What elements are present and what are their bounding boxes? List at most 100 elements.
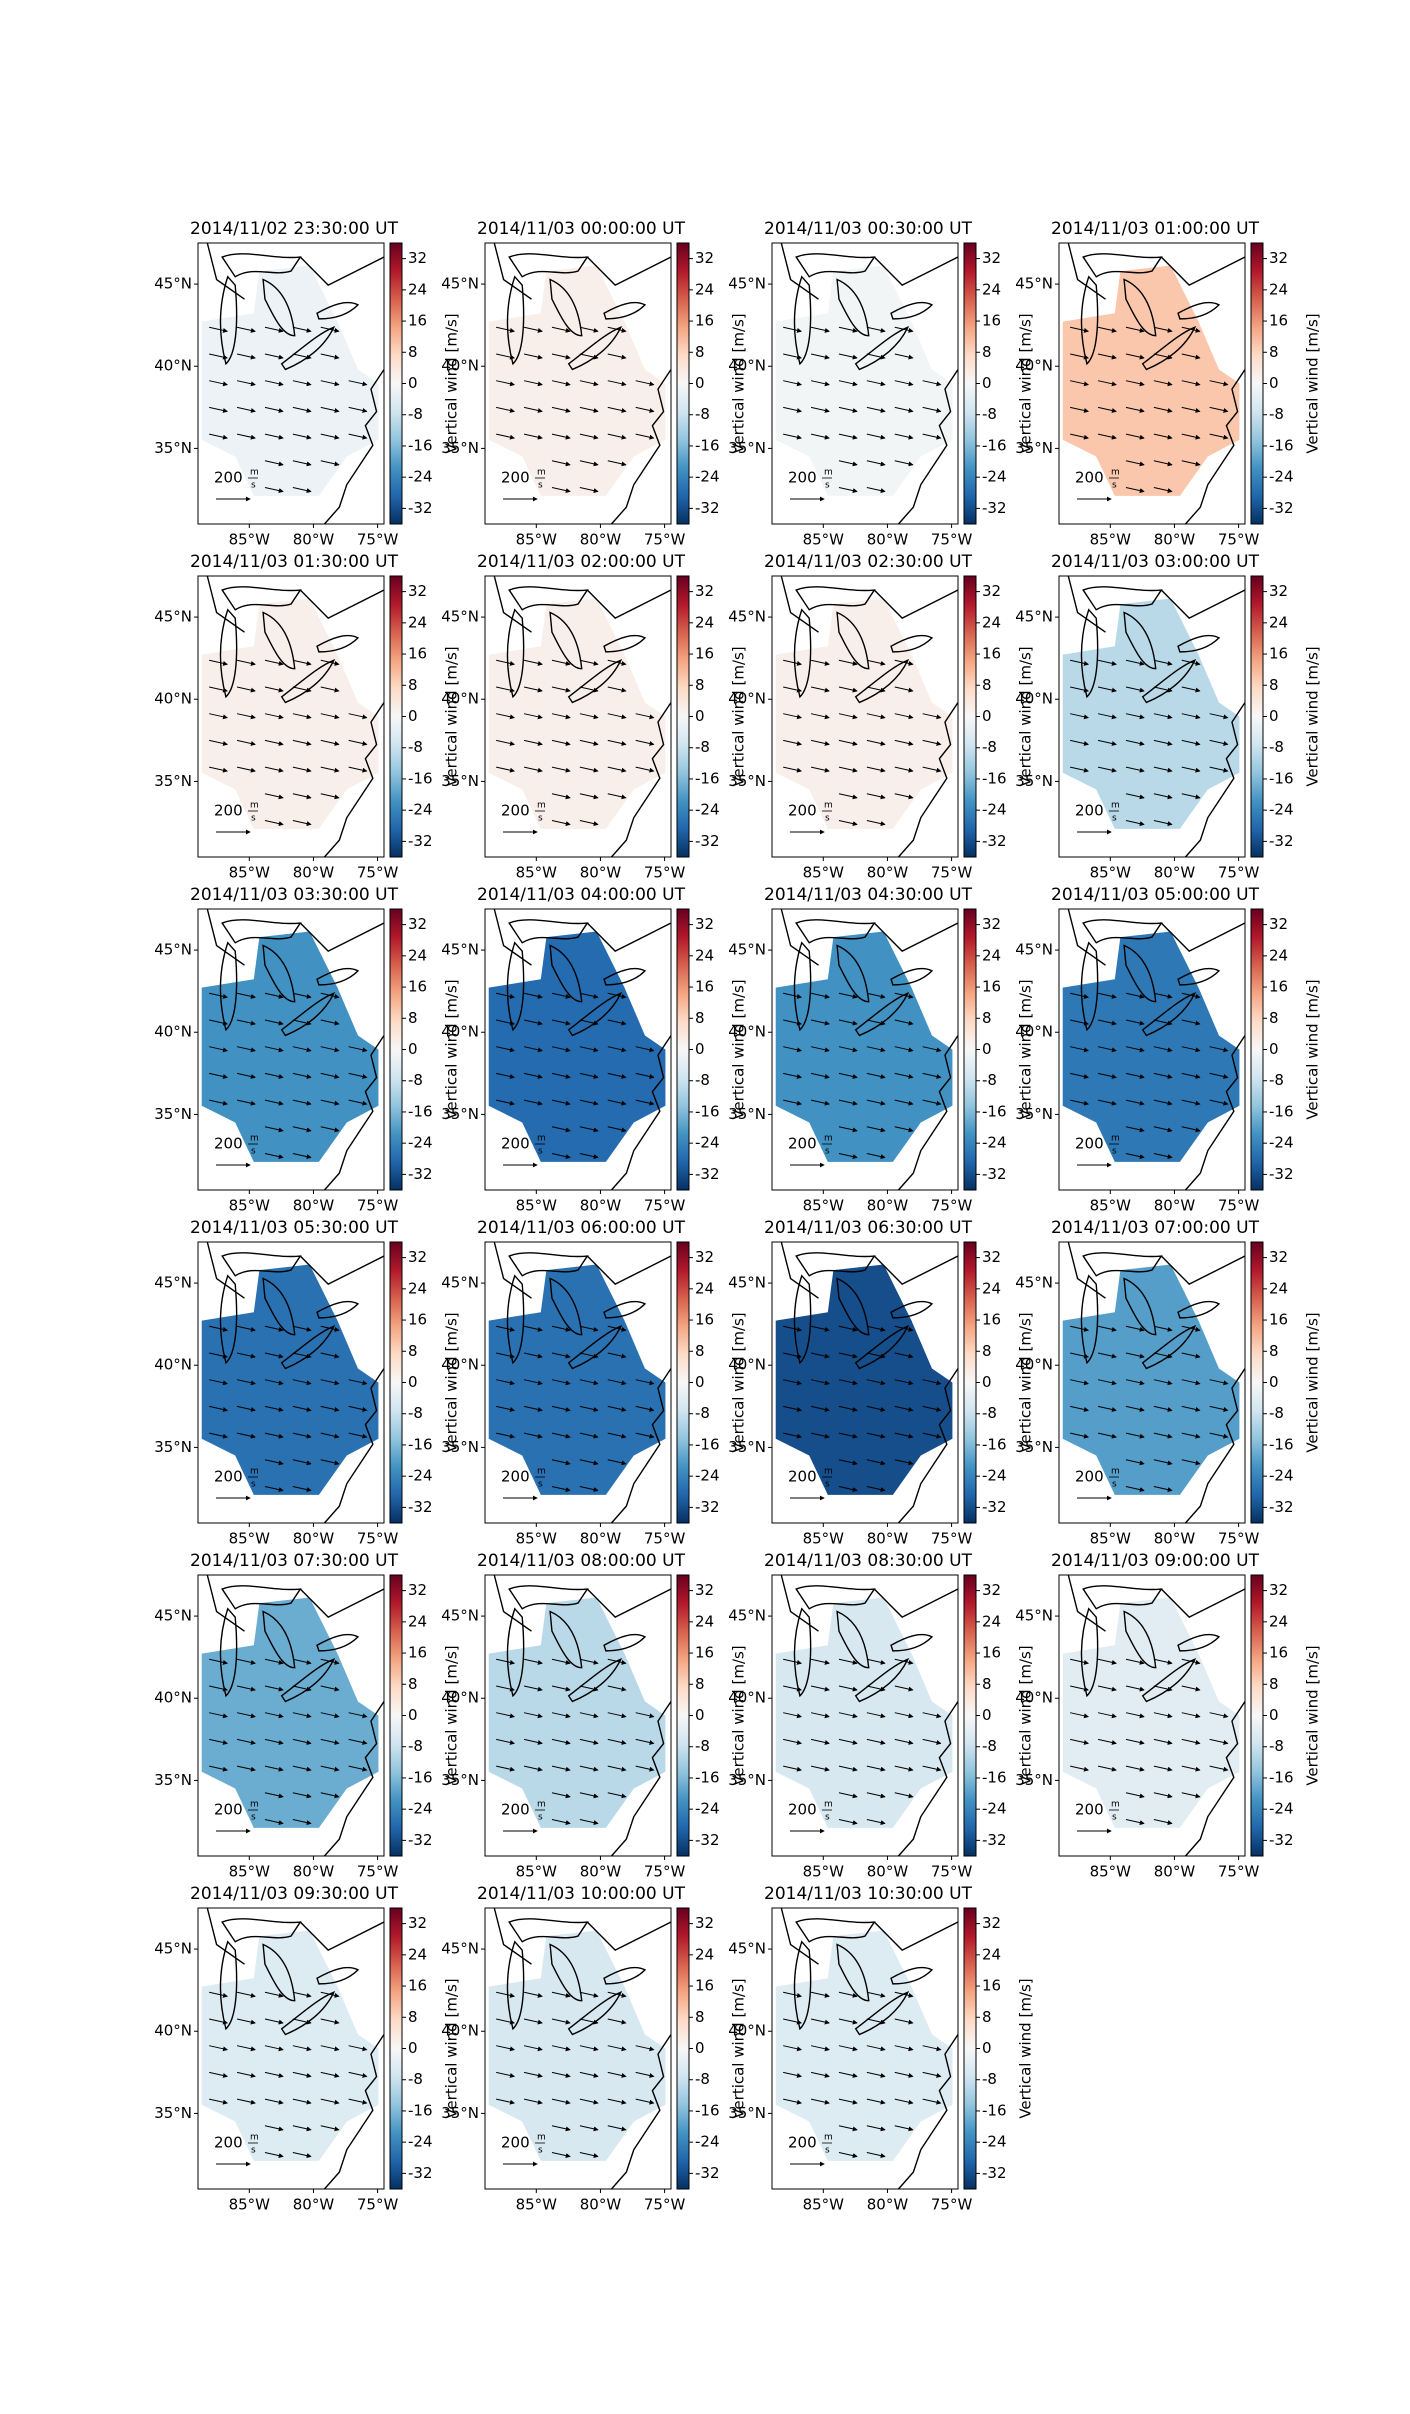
lat-tick-label: 40°N: [154, 357, 192, 375]
wind-arrow: [292, 1991, 312, 1998]
wind-arrow: [1181, 1432, 1201, 1439]
colorbar-tick-label: 16: [1269, 1644, 1288, 1662]
colorbar-tick-label: 8: [408, 2008, 418, 2026]
wind-arrow: [1181, 659, 1201, 666]
quiver-key-unit-num: m: [824, 468, 833, 478]
wind-arrow: [496, 1712, 515, 1719]
wind-arrow: [866, 326, 886, 333]
wind-arrow: [1125, 1792, 1145, 1799]
wind-arrow: [1181, 1099, 1201, 1106]
wind-arrow: [236, 1685, 256, 1692]
lon-tick-label: 80°W: [293, 1197, 335, 1215]
wind-arrow: [496, 1099, 515, 1106]
colorbar-label: Vertical wind [m/s]: [1017, 1978, 1035, 2118]
quiver-key-unit-num: m: [1111, 1134, 1120, 1144]
wind-arrow: [292, 1712, 312, 1719]
wind-arrow: [838, 1459, 858, 1466]
wind-arrow: [551, 1019, 571, 1026]
wind-arrow: [264, 406, 284, 413]
wind-arrow: [1209, 1099, 1229, 1106]
wind-arrow: [523, 1658, 543, 1665]
quiver-key-unit-num: m: [1111, 468, 1120, 478]
wind-arrow: [866, 1152, 886, 1160]
wind-arrow: [922, 2045, 942, 2052]
wind-arrow: [292, 326, 312, 333]
wind-arrow: [264, 1485, 284, 1493]
coast-path: [781, 1242, 958, 1523]
wind-arrow: [783, 433, 802, 440]
colorbar-tick-label: -32: [1269, 832, 1294, 850]
panel: 2014/11/03 07:30:00 UT 200 ms 85°W 80°W 75°W 4…: [154, 1551, 460, 1881]
wind-arrow: [1070, 1046, 1089, 1053]
lon-tick-label: 80°W: [867, 1530, 909, 1548]
wind-arrow: [838, 793, 858, 800]
quiver-key-unit-den: s: [538, 1813, 543, 1823]
colorbar-tick-label: -16: [1269, 769, 1294, 787]
wind-arrow: [810, 659, 830, 666]
wind-arrow: [348, 739, 368, 746]
colorbar-tick-label: -32: [695, 499, 720, 517]
wind-arrow: [1153, 1485, 1173, 1493]
wind-arrow: [1070, 1432, 1089, 1439]
wind-arrow: [496, 380, 515, 387]
lon-tick-label: 75°W: [644, 2196, 686, 2214]
colorbar-label: Vertical wind [m/s]: [730, 1978, 748, 2118]
wind-arrow: [1097, 713, 1117, 720]
wind-arrow: [1181, 353, 1201, 360]
quiver-key-unit-den: s: [251, 814, 256, 824]
wind-arrow: [209, 1432, 228, 1439]
colorbar-tick-label: 0: [695, 1706, 705, 1724]
wind-arrow: [922, 1712, 942, 1719]
colorbar-tick-label: 0: [408, 707, 418, 725]
quiver-key-unit-den: s: [825, 814, 830, 824]
wind-arrow: [810, 1099, 830, 1106]
lon-tick-label: 75°W: [931, 1863, 973, 1881]
lat-tick-label: 45°N: [154, 1940, 192, 1958]
wind-arrow: [838, 1685, 858, 1692]
wind-arrow: [523, 1046, 543, 1053]
wind-arrow: [1070, 1658, 1089, 1665]
lon-tick-label: 75°W: [357, 1197, 399, 1215]
lon-tick-label: 85°W: [803, 864, 845, 882]
wind-arrow: [810, 1991, 830, 1998]
wind-arrow: [838, 739, 858, 746]
wind-arrow: [810, 2071, 830, 2078]
quiver-key-value: 200: [788, 469, 817, 487]
wind-arrow: [1153, 1792, 1173, 1799]
wind-arrow: [320, 992, 340, 999]
colorbar-tick-label: -8: [982, 1404, 997, 1422]
lat-tick-label: 40°N: [728, 2022, 766, 2040]
panel-title: 2014/11/03 09:30:00 UT: [190, 1884, 399, 1904]
wind-arrow: [1125, 486, 1145, 494]
wind-arrow: [264, 739, 284, 746]
wind-arrow: [1181, 1325, 1201, 1332]
quiver-key-unit-den: s: [825, 1480, 830, 1490]
wind-arrow: [838, 353, 858, 360]
wind-arrow: [838, 2045, 858, 2052]
wind-arrow: [1097, 433, 1117, 440]
wind-arrow: [551, 739, 571, 746]
coast-path: [1068, 576, 1245, 857]
colorbar-tick-label: -32: [1269, 1498, 1294, 1516]
colorbar-tick-label: -8: [695, 405, 710, 423]
panel-title: 2014/11/03 03:00:00 UT: [1051, 552, 1260, 572]
lat-tick-label: 45°N: [154, 608, 192, 626]
wind-arrow: [496, 686, 515, 693]
panel: 2014/11/03 04:00:00 UT 200 ms 85°W 80°W 75°W 4…: [441, 885, 747, 1215]
coastline: [494, 243, 671, 524]
colorbar-tick-label: 24: [695, 280, 714, 298]
wind-arrow: [579, 2018, 599, 2025]
wind-arrow: [523, 1712, 543, 1719]
wind-arrow: [320, 326, 340, 333]
wind-arrow: [783, 1685, 802, 1692]
wind-arrow: [1153, 1152, 1173, 1160]
lon-tick-label: 75°W: [357, 864, 399, 882]
colorbar-tick-label: 16: [408, 978, 427, 996]
wind-arrow: [264, 1379, 284, 1386]
colorbar-tick-label: 16: [1269, 645, 1288, 663]
wind-arrow: [866, 686, 886, 693]
colorbar-tick-label: 32: [695, 582, 714, 600]
wind-arrow: [1209, 1072, 1229, 1079]
wind-arrow: [292, 992, 312, 999]
wind-arrow: [236, 659, 256, 666]
